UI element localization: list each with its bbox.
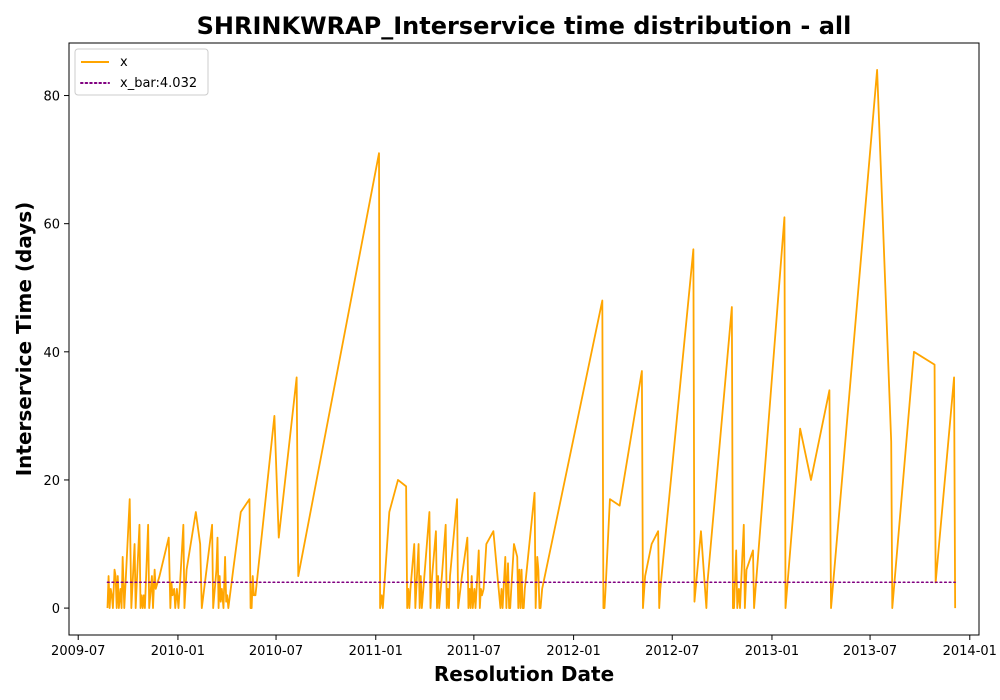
plot-frame (68, 42, 980, 636)
chart-title: SHRINKWRAP_Interservice time distributio… (197, 12, 852, 40)
y-tick-label: 20 (43, 474, 60, 489)
legend-label-x-bar: x_bar:4.032 (120, 76, 197, 91)
x-tick-label: 2010-01 (151, 644, 205, 659)
x-tick-label: 2012-01 (546, 644, 600, 659)
x-axis-label: Resolution Date (434, 662, 614, 686)
x-tick-label: 2013-01 (745, 644, 799, 659)
x-tick-label: 2012-07 (645, 644, 699, 659)
legend-label-x: x (120, 55, 128, 70)
plot-area (106, 69, 957, 609)
x-tick-label: 2013-07 (843, 644, 897, 659)
x-tick-label: 2011-07 (447, 644, 501, 659)
axes: 2009-07 2010-01 2010-07 2011-01 2011-07 2012-… (43, 90, 996, 659)
y-tick-label: 80 (43, 90, 60, 105)
y-tick-label: 0 (52, 602, 60, 617)
x-tick-label: 2010-07 (249, 644, 303, 659)
x-tick-label: 2011-01 (349, 644, 403, 659)
x-tick-label: 2014-01 (943, 644, 997, 659)
legend: x x_bar:4.032 (74, 48, 209, 96)
y-tick-label: 60 (43, 218, 60, 233)
y-axis-label: Interservice Time (days) (12, 202, 36, 477)
x-tick-label: 2009-07 (51, 644, 105, 659)
y-tick-label: 40 (43, 346, 60, 361)
